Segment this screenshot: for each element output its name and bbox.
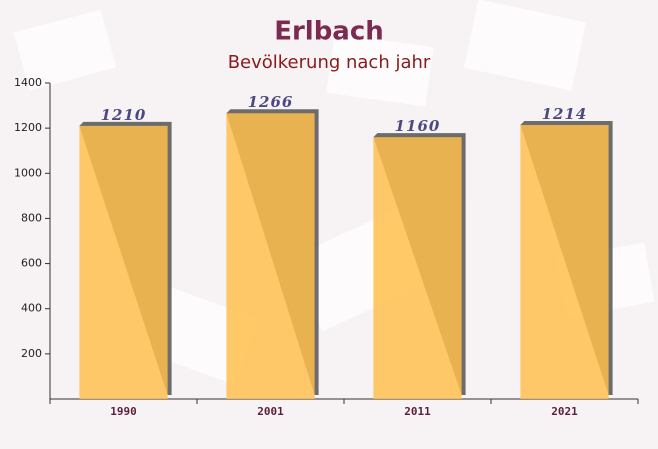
chart-title: Erlbach (274, 17, 384, 47)
y-tick-label: 800 (21, 211, 42, 224)
bar (79, 125, 168, 399)
x-tick-label: 1990 (110, 405, 137, 418)
chart-subtitle: Bevölkerung nach jahr (228, 52, 431, 73)
bar (373, 137, 462, 399)
y-tick-label: 1000 (14, 166, 42, 179)
y-tick-label: 1200 (14, 121, 42, 134)
bar (520, 124, 609, 400)
value-label: 1214 (542, 105, 588, 123)
y-tick-label: 1400 (14, 76, 42, 89)
x-tick-label: 2011 (404, 405, 431, 418)
x-tick-label: 2021 (551, 405, 578, 418)
x-tick-label: 2001 (257, 405, 284, 418)
bar (226, 113, 315, 399)
value-label: 1266 (248, 93, 294, 111)
y-tick-label: 600 (21, 257, 42, 270)
value-label: 1160 (395, 117, 441, 135)
y-tick-label: 200 (21, 347, 42, 360)
value-label: 1210 (101, 106, 147, 124)
y-tick-label: 400 (21, 302, 42, 315)
